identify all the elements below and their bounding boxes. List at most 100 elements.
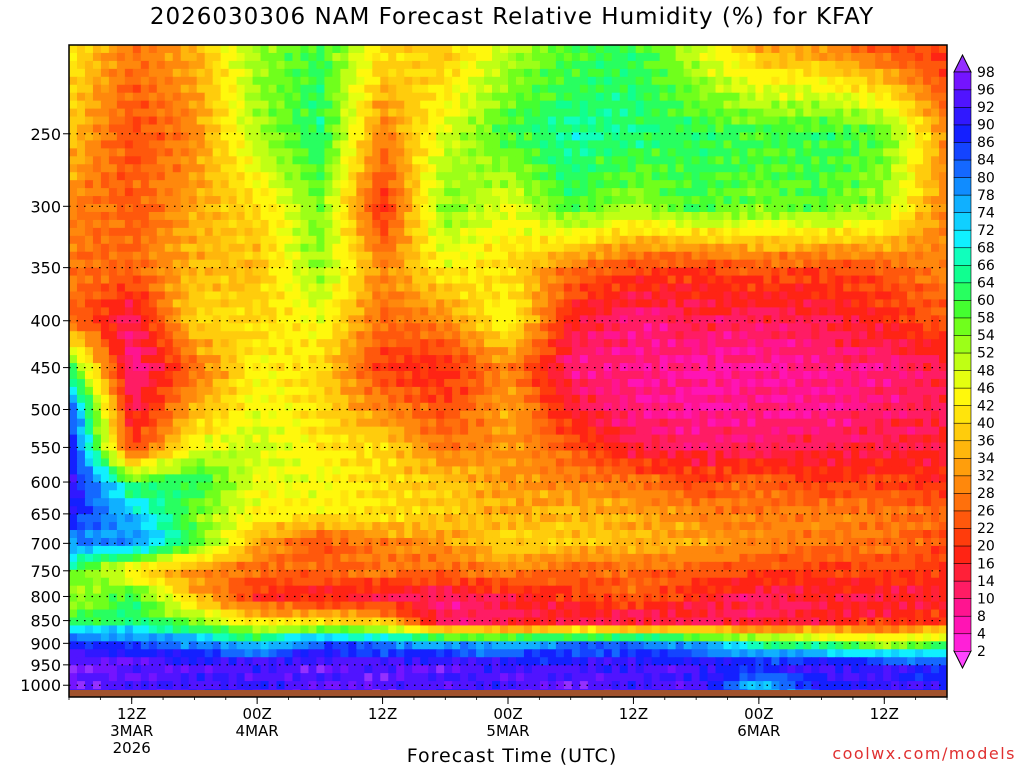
rh-cell (595, 235, 605, 245)
rh-cell (779, 259, 788, 269)
rh-cell (843, 315, 852, 324)
rh-cell (244, 339, 254, 348)
rh-cell (651, 180, 661, 189)
rh-cell (492, 219, 501, 229)
rh-cell (931, 307, 940, 316)
rh-cell (420, 68, 429, 78)
rh-cell (172, 76, 182, 86)
rh-cell (867, 204, 876, 213)
rh-cell (180, 211, 190, 221)
rh-cell (380, 386, 389, 396)
rh-cell (276, 363, 286, 372)
rh-cell (699, 275, 709, 285)
rh-cell (156, 180, 166, 189)
rh-cell (268, 68, 278, 78)
rh-cell (851, 299, 860, 308)
rh-cell (899, 363, 908, 372)
rh-cell (579, 60, 589, 70)
rh-cell (907, 140, 916, 149)
rh-cell (611, 156, 621, 165)
rh-cell (236, 307, 246, 316)
rh-cell (180, 100, 190, 110)
rh-cell (316, 84, 326, 94)
rh-cell (180, 371, 190, 380)
rh-cell (531, 339, 541, 348)
rh-cell (92, 243, 102, 253)
rh-cell (515, 45, 525, 54)
rh-cell (364, 211, 373, 221)
rh-cell (579, 124, 589, 134)
rh-cell (683, 251, 693, 261)
rh-cell (691, 164, 701, 173)
rh-cell (292, 204, 302, 213)
rh-cell (508, 291, 517, 301)
rh-cell (92, 402, 102, 412)
rh-cell (452, 196, 461, 205)
rh-cell (84, 402, 94, 412)
rh-cell (771, 140, 780, 149)
rh-cell (907, 339, 916, 348)
rh-cell (92, 196, 102, 205)
rh-cell (827, 108, 836, 118)
rh-cell (739, 371, 749, 380)
rh-cell (539, 156, 549, 165)
rh-cell (779, 283, 788, 293)
rh-cell (627, 45, 637, 54)
rh-cell (140, 355, 150, 364)
rh-cell (883, 386, 892, 396)
rh-cell (284, 148, 294, 157)
rh-cell (508, 84, 517, 94)
rh-cell (659, 307, 669, 316)
rh-cell (316, 299, 326, 308)
rh-cell (204, 156, 214, 165)
rh-cell (731, 283, 741, 293)
rh-cell (883, 124, 892, 134)
rh-cell (723, 132, 733, 142)
rh-cell (891, 68, 900, 78)
rh-cell (204, 188, 214, 197)
rh-cell (891, 45, 900, 54)
rh-cell (747, 196, 757, 205)
rh-cell (468, 251, 477, 261)
rh-cell (69, 251, 78, 261)
rh-cell (907, 52, 916, 62)
rh-cell (691, 108, 701, 118)
rh-cell (188, 84, 198, 94)
rh-cell (603, 267, 613, 277)
rh-cell (76, 68, 86, 78)
rh-cell (412, 363, 421, 372)
rh-cell (124, 140, 134, 149)
rh-cell (244, 275, 254, 285)
rh-cell (531, 156, 541, 165)
rh-cell (643, 323, 653, 332)
rh-cell (723, 204, 733, 213)
rh-cell (707, 291, 717, 301)
rh-cell (819, 323, 828, 332)
rh-cell (803, 307, 812, 316)
rh-cell (755, 323, 765, 332)
rh-cell (907, 355, 916, 364)
rh-cell (356, 124, 365, 134)
rh-cell (484, 363, 493, 372)
rh-cell (611, 172, 621, 181)
rh-cell (883, 164, 892, 173)
rh-cell (539, 267, 549, 277)
rh-cell (835, 251, 844, 261)
rh-cell (859, 235, 868, 245)
rh-cell (276, 283, 286, 293)
rh-cell (340, 283, 349, 293)
rh-cell (388, 386, 397, 396)
rh-cell (595, 299, 605, 308)
rh-cell (811, 156, 820, 165)
rh-cell (563, 92, 573, 102)
rh-cell (683, 68, 693, 78)
rh-cell (523, 100, 533, 110)
rh-cell (92, 108, 102, 118)
rh-cell (915, 355, 924, 364)
rh-cell (659, 100, 669, 110)
rh-cell (332, 363, 341, 372)
rh-cell (787, 84, 796, 94)
rh-cell (420, 347, 429, 356)
rh-cell (899, 60, 908, 70)
rh-cell (755, 315, 765, 324)
